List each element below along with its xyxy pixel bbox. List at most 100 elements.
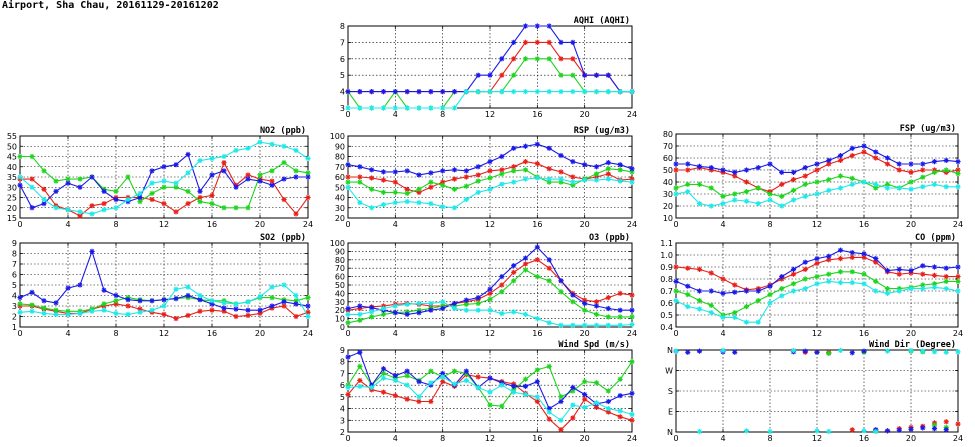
data-point — [593, 174, 600, 180]
data-point — [499, 181, 505, 187]
data-point — [113, 310, 119, 316]
data-point — [570, 56, 576, 62]
x-tick-label: 16 — [207, 220, 217, 229]
data-point — [357, 164, 363, 170]
x-tick-label: 8 — [113, 329, 118, 338]
data-point — [826, 278, 832, 284]
data-point — [861, 143, 867, 149]
data-point — [558, 278, 564, 284]
data-point — [826, 187, 832, 193]
y-tick-label: 20 — [7, 204, 17, 213]
data-point — [380, 375, 387, 381]
data-point — [837, 269, 844, 275]
x-tick-label: 16 — [859, 220, 869, 229]
panel-wind_spd: Wind Spd (m/s) 0 4 8 12 16 20 24 2 3 4 5 6 7 8 9 — [340, 339, 637, 443]
y-tick-label: 40 — [7, 163, 17, 172]
data-point — [558, 169, 564, 175]
data-point — [416, 394, 422, 400]
data-point — [345, 162, 351, 168]
x-tick-label: 12 — [812, 220, 822, 229]
data-point — [732, 310, 738, 316]
data-point — [475, 172, 481, 178]
plot-frame — [675, 242, 959, 328]
data-point — [357, 174, 363, 180]
data-point — [593, 177, 600, 183]
data-point — [605, 72, 611, 78]
y-tick-label: 30 — [335, 298, 345, 307]
data-point — [487, 296, 493, 302]
data-point — [861, 271, 867, 277]
data-point — [499, 153, 505, 160]
data-point — [185, 151, 191, 158]
data-point — [826, 428, 832, 435]
y-tick-label: 0.4 — [660, 323, 673, 332]
data-point — [233, 147, 239, 153]
data-point — [245, 172, 251, 178]
data-point — [814, 349, 820, 355]
data-point — [534, 56, 540, 62]
data-point — [884, 155, 891, 161]
data-point — [522, 383, 529, 389]
data-point — [629, 166, 635, 172]
data-point — [428, 184, 434, 190]
data-point — [861, 254, 867, 260]
data-point — [522, 89, 529, 95]
data-point — [837, 185, 844, 191]
data-point — [743, 319, 750, 325]
data-point — [65, 207, 71, 213]
data-point — [392, 373, 398, 379]
x-tick-label: 20 — [580, 220, 590, 229]
data-point — [233, 205, 239, 211]
data-point — [896, 161, 902, 167]
data-point — [440, 204, 446, 210]
data-point — [931, 159, 938, 165]
x-tick-label: 0 — [17, 329, 22, 338]
data-point — [696, 201, 703, 207]
data-point — [17, 174, 23, 180]
data-point — [380, 389, 387, 395]
data-point — [534, 161, 540, 167]
data-point — [475, 178, 481, 184]
data-point — [77, 209, 83, 215]
y-tick-label: 90 — [335, 247, 345, 256]
x-tick-label: 12 — [485, 110, 495, 119]
y-tick-label: 1 — [12, 323, 17, 332]
x-tick-label: 12 — [485, 220, 495, 229]
y-tick-label: 0.6 — [660, 299, 673, 308]
chart-title: Wind Dir (Degree) — [869, 339, 956, 350]
y-tick-label: 50 — [335, 281, 345, 290]
data-point — [305, 170, 311, 176]
data-point — [570, 182, 576, 188]
y-tick-label: 80 — [335, 256, 345, 265]
data-point — [743, 288, 750, 294]
data-point — [558, 176, 564, 182]
data-point — [522, 267, 529, 273]
y-tick-label: 70 — [663, 142, 673, 151]
data-point — [428, 300, 434, 307]
data-point — [357, 311, 363, 317]
data-point — [826, 257, 832, 263]
data-point — [873, 428, 879, 435]
data-point — [137, 306, 143, 312]
data-point — [29, 302, 35, 308]
y-tick-label: 3 — [12, 302, 17, 311]
data-point — [522, 39, 529, 45]
data-point — [685, 189, 691, 195]
data-point — [451, 167, 458, 173]
x-tick-label: 0 — [673, 329, 678, 338]
x-tick-label: 12 — [485, 434, 495, 443]
data-point — [943, 419, 949, 425]
y-tick-label: 80 — [335, 153, 345, 162]
y-tick-label: 9 — [12, 239, 17, 248]
data-point — [357, 105, 363, 111]
y-tick-label: N — [667, 346, 673, 355]
data-point — [305, 155, 311, 162]
data-point — [896, 271, 902, 277]
data-point — [605, 398, 611, 405]
data-point — [357, 349, 363, 355]
data-point — [173, 180, 179, 186]
data-point — [53, 188, 59, 194]
data-point — [345, 89, 351, 95]
data-point — [908, 169, 914, 175]
